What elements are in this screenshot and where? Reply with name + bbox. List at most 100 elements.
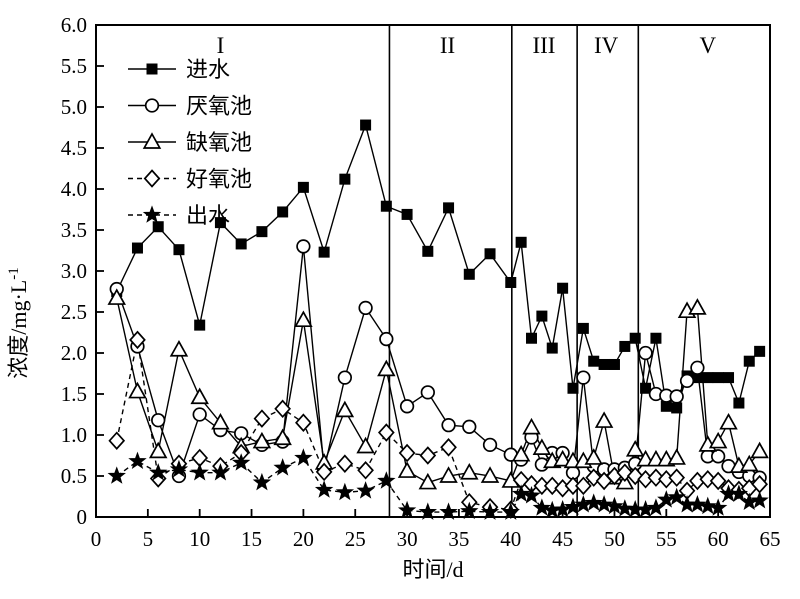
x-tick-label: 5 — [143, 527, 154, 551]
marker-triangle — [688, 298, 707, 315]
marker-diamond — [377, 423, 395, 442]
phase-label-V: V — [699, 33, 716, 58]
series-line-anaerobic-tank — [116, 246, 760, 479]
x-axis-title: 时间/d — [402, 557, 463, 582]
x-tick-label: 55 — [656, 527, 677, 551]
marker-star — [688, 495, 707, 513]
marker-circle — [462, 419, 477, 434]
marker-triangle — [625, 440, 645, 457]
marker-star — [335, 482, 355, 501]
marker-star — [511, 484, 531, 502]
y-tick-label: 1.5 — [61, 382, 87, 406]
y-tick-label: 0.5 — [61, 464, 87, 488]
legend-label-square: 进水 — [186, 57, 230, 82]
marker-square — [660, 400, 672, 412]
marker-square — [608, 358, 620, 370]
marker-triangle — [667, 448, 686, 465]
marker-triangle — [273, 428, 292, 446]
marker-star — [169, 459, 189, 478]
marker-square — [484, 248, 496, 260]
marker-diamond — [585, 468, 603, 487]
marker-circle — [337, 370, 353, 385]
marker-square — [691, 372, 703, 384]
marker-square — [577, 322, 589, 334]
marker-triangle — [439, 466, 458, 483]
marker-diamond — [543, 476, 561, 496]
marker-star — [646, 498, 666, 516]
marker-star — [615, 499, 635, 517]
marker-diamond — [143, 169, 161, 188]
marker-square — [443, 202, 455, 214]
y-tick-label: 3.5 — [61, 218, 87, 242]
marker-star — [142, 205, 162, 223]
marker-square — [339, 173, 351, 185]
marker-triangle — [553, 449, 572, 467]
marker-star — [211, 463, 230, 481]
marker-triangle — [211, 412, 230, 430]
marker-star — [190, 463, 209, 481]
y-tick-label: 4.0 — [61, 177, 87, 201]
y-tick-label: 4.5 — [61, 136, 87, 160]
marker-star — [480, 502, 500, 520]
marker-star — [356, 481, 375, 499]
marker-diamond — [626, 466, 644, 486]
marker-square — [515, 236, 527, 248]
marker-square — [640, 382, 652, 394]
marker-circle — [482, 437, 498, 452]
marker-circle — [192, 407, 207, 422]
marker-star — [252, 472, 272, 491]
x-tick-label: 40 — [500, 527, 521, 551]
marker-square — [318, 246, 330, 258]
marker-star — [460, 501, 479, 520]
marker-diamond — [357, 460, 374, 480]
marker-square — [235, 238, 247, 250]
marker-star — [698, 496, 717, 515]
marker-diamond — [129, 330, 146, 350]
marker-diamond — [616, 463, 634, 482]
marker-circle — [679, 373, 695, 389]
marker-circle — [144, 98, 160, 113]
marker-star — [294, 448, 313, 466]
x-tick-label: 15 — [241, 527, 262, 551]
marker-star — [149, 463, 168, 481]
marker-diamond — [440, 438, 457, 457]
marker-square — [380, 200, 392, 212]
marker-circle — [441, 418, 456, 433]
marker-triangle — [190, 387, 209, 405]
marker-square — [733, 397, 745, 409]
marker-square — [557, 282, 569, 294]
marker-star — [605, 496, 624, 515]
marker-square — [546, 342, 558, 354]
marker-star — [501, 502, 520, 520]
marker-triangle — [708, 431, 728, 449]
y-tick-label: 1.0 — [61, 423, 87, 447]
legend-label-circle: 厌氧池 — [186, 94, 252, 119]
marker-square — [401, 208, 413, 220]
marker-star — [128, 451, 147, 470]
marker-square — [463, 268, 475, 280]
marker-triangle — [335, 400, 355, 418]
marker-square — [723, 372, 735, 384]
marker-star — [708, 498, 728, 516]
marker-square — [422, 245, 434, 257]
marker-diamond — [575, 476, 592, 496]
x-tick-label: 10 — [189, 527, 210, 551]
y-tick-label: 2.0 — [61, 341, 87, 365]
marker-square — [702, 372, 714, 384]
marker-square — [360, 119, 372, 131]
marker-triangle — [460, 462, 479, 480]
marker-square — [588, 355, 600, 367]
legend-label-diamond: 好氧池 — [186, 167, 252, 192]
marker-square — [146, 63, 158, 75]
marker-diamond — [709, 471, 727, 491]
marker-square — [567, 382, 579, 394]
marker-diamond — [419, 446, 437, 465]
marker-square — [152, 221, 164, 233]
marker-star — [750, 490, 769, 509]
marker-square — [650, 332, 662, 344]
marker-circle — [151, 413, 166, 428]
marker-circle — [669, 389, 684, 404]
marker-square — [754, 345, 766, 357]
y-tick-label: 6.0 — [61, 13, 87, 37]
marker-triangle — [356, 436, 375, 454]
